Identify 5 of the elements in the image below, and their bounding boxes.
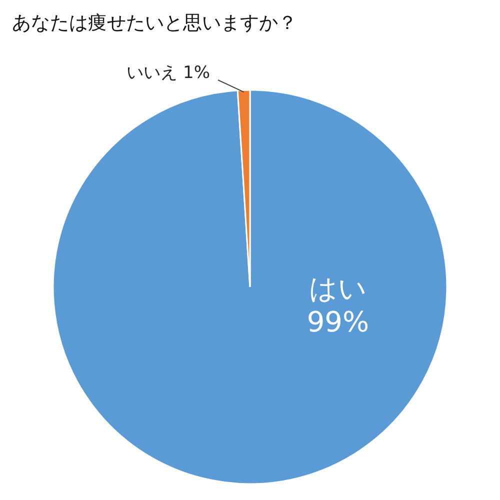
chart-title: あなたは痩せたいと思いますか？ <box>12 12 297 34</box>
pie-slice <box>52 89 448 485</box>
slice-label: はい <box>308 272 367 306</box>
slice-label: いいえ 1% <box>126 63 210 83</box>
data-label: 99% <box>306 306 370 339</box>
